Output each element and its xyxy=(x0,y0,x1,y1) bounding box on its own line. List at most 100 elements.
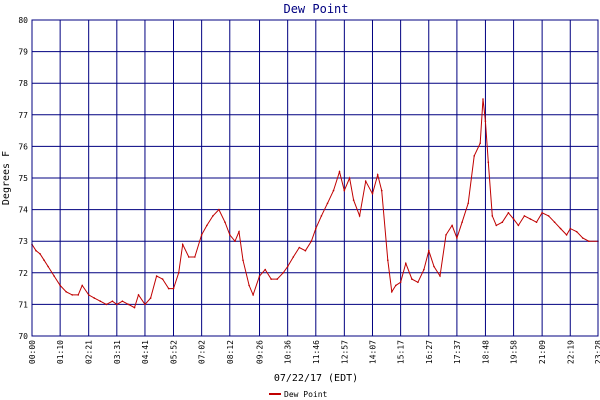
data-point xyxy=(467,202,470,205)
x-tick-label: 21:09 xyxy=(538,340,547,364)
x-tick-label: 03:31 xyxy=(113,340,122,364)
data-point xyxy=(352,199,355,201)
data-point xyxy=(501,221,504,223)
x-tick-label: 07:02 xyxy=(198,340,207,364)
data-point xyxy=(491,215,494,217)
data-point xyxy=(376,174,379,176)
x-tick-label: 10:36 xyxy=(284,340,293,364)
y-tick-label: 74 xyxy=(18,206,28,215)
data-point xyxy=(137,294,140,296)
data-point xyxy=(423,268,425,271)
data-point xyxy=(559,227,562,230)
data-point xyxy=(456,237,458,239)
data-point xyxy=(395,284,397,287)
x-tick-label: 02:21 xyxy=(85,340,94,364)
x-tick-label: 16:27 xyxy=(425,340,434,364)
x-tick-label: 04:41 xyxy=(141,340,150,364)
data-point xyxy=(71,294,73,296)
data-point xyxy=(484,120,487,122)
data-point xyxy=(276,278,279,280)
grid xyxy=(31,19,599,337)
data-point xyxy=(248,284,250,287)
data-point xyxy=(212,215,214,217)
x-tick-label: 11:46 xyxy=(312,340,321,364)
data-point xyxy=(473,155,476,157)
data-point xyxy=(133,306,136,309)
x-tick-label: 12:57 xyxy=(340,340,349,364)
x-tick-label: 15:17 xyxy=(397,340,406,364)
data-point xyxy=(264,268,267,271)
data-point xyxy=(167,287,170,290)
data-point xyxy=(93,297,96,299)
x-tick-labels: 00:00 01:10 02:21 03:31 04:41 05:52 07:02 08:12… xyxy=(28,340,600,364)
data-point xyxy=(181,243,184,246)
x-tick-label: 22:19 xyxy=(566,340,575,364)
data-point xyxy=(286,265,289,268)
legend: Dew Point xyxy=(269,390,328,399)
data-point xyxy=(43,259,45,262)
x-tick-label: 09:26 xyxy=(256,340,265,364)
legend-label: Dew Point xyxy=(284,390,328,399)
data-point xyxy=(99,300,102,303)
data-point xyxy=(581,237,584,239)
data-point xyxy=(304,249,307,252)
data-point xyxy=(59,284,61,287)
data-point xyxy=(47,265,49,268)
data-point xyxy=(428,249,430,252)
data-point xyxy=(39,253,41,255)
data-point xyxy=(512,218,515,220)
data-point xyxy=(234,240,236,242)
data-point xyxy=(224,221,226,223)
data-point xyxy=(238,230,240,233)
y-tick-label: 72 xyxy=(18,269,28,278)
data-point xyxy=(177,272,180,274)
x-tick-label: 17:37 xyxy=(453,340,462,364)
y-tick-label: 76 xyxy=(18,142,28,151)
data-point xyxy=(121,300,124,303)
x-tick-label: 19:58 xyxy=(510,340,519,364)
data-point xyxy=(507,212,510,214)
x-tick-label: 01:10 xyxy=(56,340,65,364)
data-point xyxy=(194,256,196,258)
data-point xyxy=(270,278,273,280)
x-tick-label: 08:12 xyxy=(226,340,235,364)
data-point xyxy=(258,275,261,277)
data-point xyxy=(553,221,556,223)
data-point xyxy=(111,300,114,303)
data-point xyxy=(482,98,484,100)
data-point xyxy=(144,303,146,306)
data-point xyxy=(310,240,313,242)
y-tick-label: 75 xyxy=(18,174,28,183)
data-point xyxy=(461,221,463,223)
data-point xyxy=(65,291,67,293)
data-point xyxy=(161,278,164,280)
data-point xyxy=(298,246,301,249)
y-axis-label: Degrees F xyxy=(1,151,12,205)
data-point xyxy=(411,278,413,280)
data-point xyxy=(535,221,538,223)
data-point xyxy=(575,230,578,233)
data-point xyxy=(541,212,543,214)
data-point xyxy=(218,208,220,211)
y-tick-label: 79 xyxy=(18,48,28,57)
data-point xyxy=(380,189,383,192)
x-tick-label: 00:00 xyxy=(28,340,37,364)
data-point xyxy=(348,177,351,179)
data-point xyxy=(588,240,590,242)
data-point xyxy=(326,202,329,205)
data-point xyxy=(399,281,402,284)
data-point xyxy=(172,287,175,290)
data-point xyxy=(315,227,317,230)
data-point xyxy=(517,224,520,227)
data-point xyxy=(371,193,374,195)
data-point xyxy=(105,303,108,306)
y-tick-label: 70 xyxy=(18,332,28,341)
x-tick-label: 18:48 xyxy=(481,340,490,364)
data-point xyxy=(292,256,295,258)
data-point xyxy=(487,161,490,163)
x-axis-label: 07/22/17 (EDT) xyxy=(274,373,358,384)
chart-title: Dew Point xyxy=(283,2,348,16)
data-point xyxy=(77,294,79,296)
data-point xyxy=(229,234,231,236)
